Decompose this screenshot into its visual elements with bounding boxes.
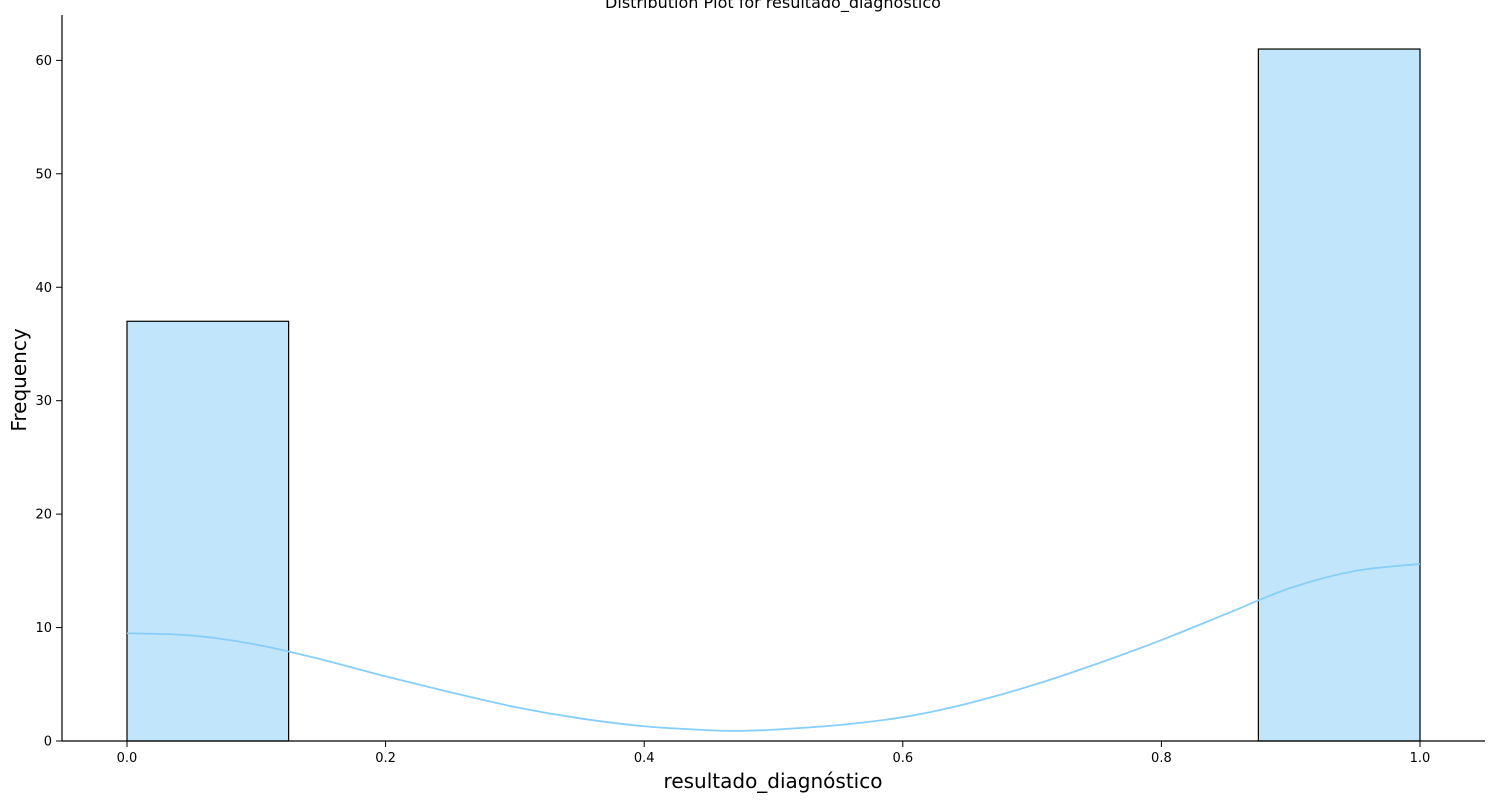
y-tick-label: 50 xyxy=(35,167,52,182)
chart-title: Distribution Plot for resultado_diagnóst… xyxy=(605,0,941,13)
histogram-bar-0 xyxy=(126,320,290,742)
y-tick-label: 60 xyxy=(35,54,52,69)
x-axis-label: resultado_diagnóstico xyxy=(664,769,883,793)
x-tick-label: 0.6 xyxy=(892,751,913,766)
x-axis-ticks: 0.0 0.2 0.4 0.6 0.8 1.0 xyxy=(117,741,1431,766)
y-tick-label: 20 xyxy=(35,508,52,523)
x-tick-label: 0.2 xyxy=(375,751,396,766)
y-tick-label: 10 xyxy=(35,621,52,636)
x-tick-label: 0.8 xyxy=(1151,751,1172,766)
kde-curve xyxy=(126,563,1421,732)
x-tick-label: 0.4 xyxy=(634,751,655,766)
x-tick-label: 0.0 xyxy=(117,751,138,766)
y-tick-label: 0 xyxy=(44,735,52,750)
y-axis-label: Frequency xyxy=(7,328,31,431)
y-tick-label: 40 xyxy=(35,281,52,296)
y-tick-label: 30 xyxy=(35,394,52,409)
kde-curve-group xyxy=(126,563,1421,732)
histogram-bars xyxy=(126,48,1421,742)
axes xyxy=(61,15,1485,742)
y-axis-ticks: 0 10 20 30 40 50 60 xyxy=(35,54,62,750)
x-tick-label: 1.0 xyxy=(1410,751,1431,766)
histogram-bar-7 xyxy=(1257,48,1421,742)
